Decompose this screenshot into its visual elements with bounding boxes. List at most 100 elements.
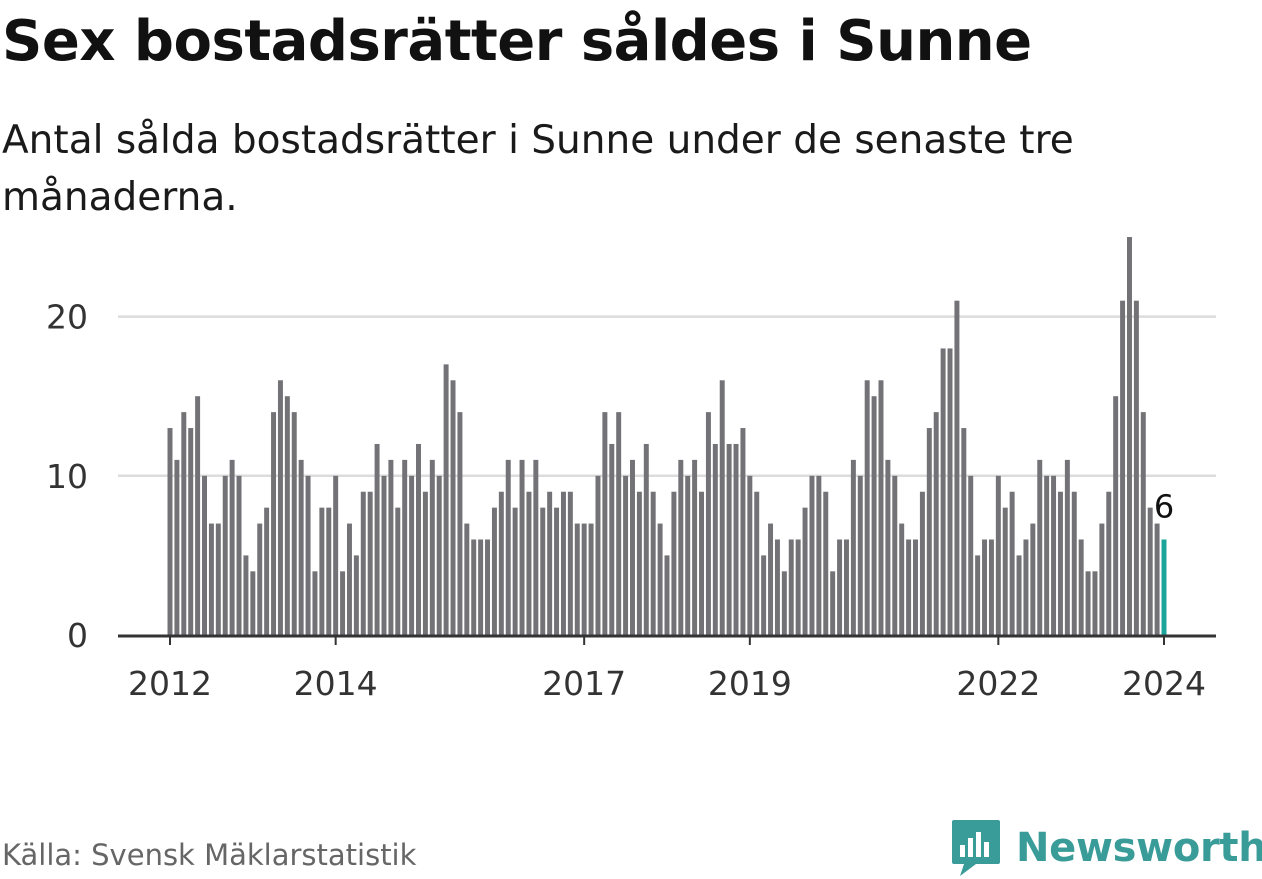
bar: [202, 475, 207, 635]
bar: [933, 412, 939, 635]
bar: [429, 459, 435, 635]
bar: [747, 475, 753, 635]
bar: [1037, 459, 1043, 635]
bar: [947, 348, 953, 635]
bar: [754, 491, 760, 635]
y-axis-labels: 0 10 20: [46, 298, 88, 655]
bar: [512, 507, 518, 635]
bar: [257, 523, 263, 635]
bar: [616, 412, 622, 635]
bar: [416, 443, 421, 635]
bar: [892, 475, 898, 635]
bar: [1133, 300, 1139, 635]
bar: [567, 491, 573, 635]
bar: [982, 539, 988, 635]
bar: [560, 491, 566, 635]
bar: [540, 507, 546, 635]
bar: [277, 380, 283, 635]
bar: [271, 412, 277, 635]
bar: [478, 539, 484, 635]
y-tick-label: 10: [46, 457, 88, 496]
bar: [319, 507, 325, 635]
bar: [422, 491, 428, 635]
x-tick-label: 2019: [708, 664, 792, 703]
bar: [878, 380, 884, 635]
bar: [167, 428, 173, 635]
bar: [360, 491, 366, 635]
bar: [678, 459, 684, 635]
bar: [636, 491, 642, 635]
x-tick-label: 2014: [294, 664, 378, 703]
bar: [940, 348, 946, 635]
brand-name: Newsworthy: [1016, 825, 1262, 871]
bar: [719, 380, 725, 635]
bar: [208, 523, 214, 635]
bar: [975, 555, 981, 635]
bar: [340, 571, 346, 635]
bar: [312, 571, 318, 635]
bar: [961, 428, 967, 635]
bar: [1071, 491, 1077, 635]
bar: [409, 475, 415, 635]
bar: [367, 491, 373, 635]
bar: [188, 428, 194, 635]
annotations: 6: [1151, 484, 1177, 528]
bar: [705, 412, 711, 635]
bar: [712, 443, 718, 635]
bar: [1099, 523, 1105, 635]
bar: [533, 459, 539, 635]
bar: [450, 380, 456, 635]
bar: [519, 459, 525, 635]
bar: [326, 507, 332, 635]
bar: [491, 507, 497, 635]
bar: [464, 523, 470, 635]
bar: [1154, 523, 1160, 635]
bar: [333, 475, 339, 635]
x-tick-label: 2024: [1122, 664, 1206, 703]
bar: [761, 555, 767, 635]
bar: [1044, 475, 1050, 635]
bar: [381, 475, 387, 635]
bars: [167, 237, 1167, 635]
bar: [1002, 507, 1008, 635]
bar: [864, 380, 870, 635]
x-axis: [118, 634, 1216, 645]
bar: [802, 507, 808, 635]
bar: [436, 475, 442, 635]
bar: [581, 523, 587, 635]
bar: [1113, 396, 1119, 635]
bar: [885, 459, 891, 635]
chart-title: Sex bostadsrätter såldes i Sunne: [2, 9, 1032, 74]
bar: [215, 523, 221, 635]
bar: [1051, 475, 1057, 635]
bar: [657, 523, 663, 635]
newsworthy-logo-icon: [952, 820, 1000, 876]
bar: [485, 539, 491, 635]
bar: [457, 412, 463, 635]
bar: [264, 507, 270, 635]
bar: [402, 459, 408, 635]
bar: [643, 443, 649, 635]
bar: [1016, 555, 1022, 635]
bar: [395, 507, 401, 635]
bar: [1023, 539, 1029, 635]
x-tick-label: 2017: [542, 664, 626, 703]
bar: [353, 555, 359, 635]
bar: [926, 428, 932, 635]
bar: [305, 475, 311, 635]
bar: [1009, 491, 1015, 635]
x-axis-labels: 2012 2014 2017 2019 2022 2024: [128, 664, 1206, 703]
bar: [346, 523, 352, 635]
bar: [623, 475, 629, 635]
bar: [250, 571, 256, 635]
bar: [291, 412, 297, 635]
bar: [1057, 491, 1063, 635]
bar: [954, 300, 960, 635]
bar: [388, 459, 394, 635]
bar: [195, 396, 201, 635]
bar: [995, 475, 1001, 635]
bar: [229, 459, 235, 635]
bar: [1064, 459, 1070, 635]
bar: [774, 539, 780, 635]
bar: [1147, 507, 1153, 635]
